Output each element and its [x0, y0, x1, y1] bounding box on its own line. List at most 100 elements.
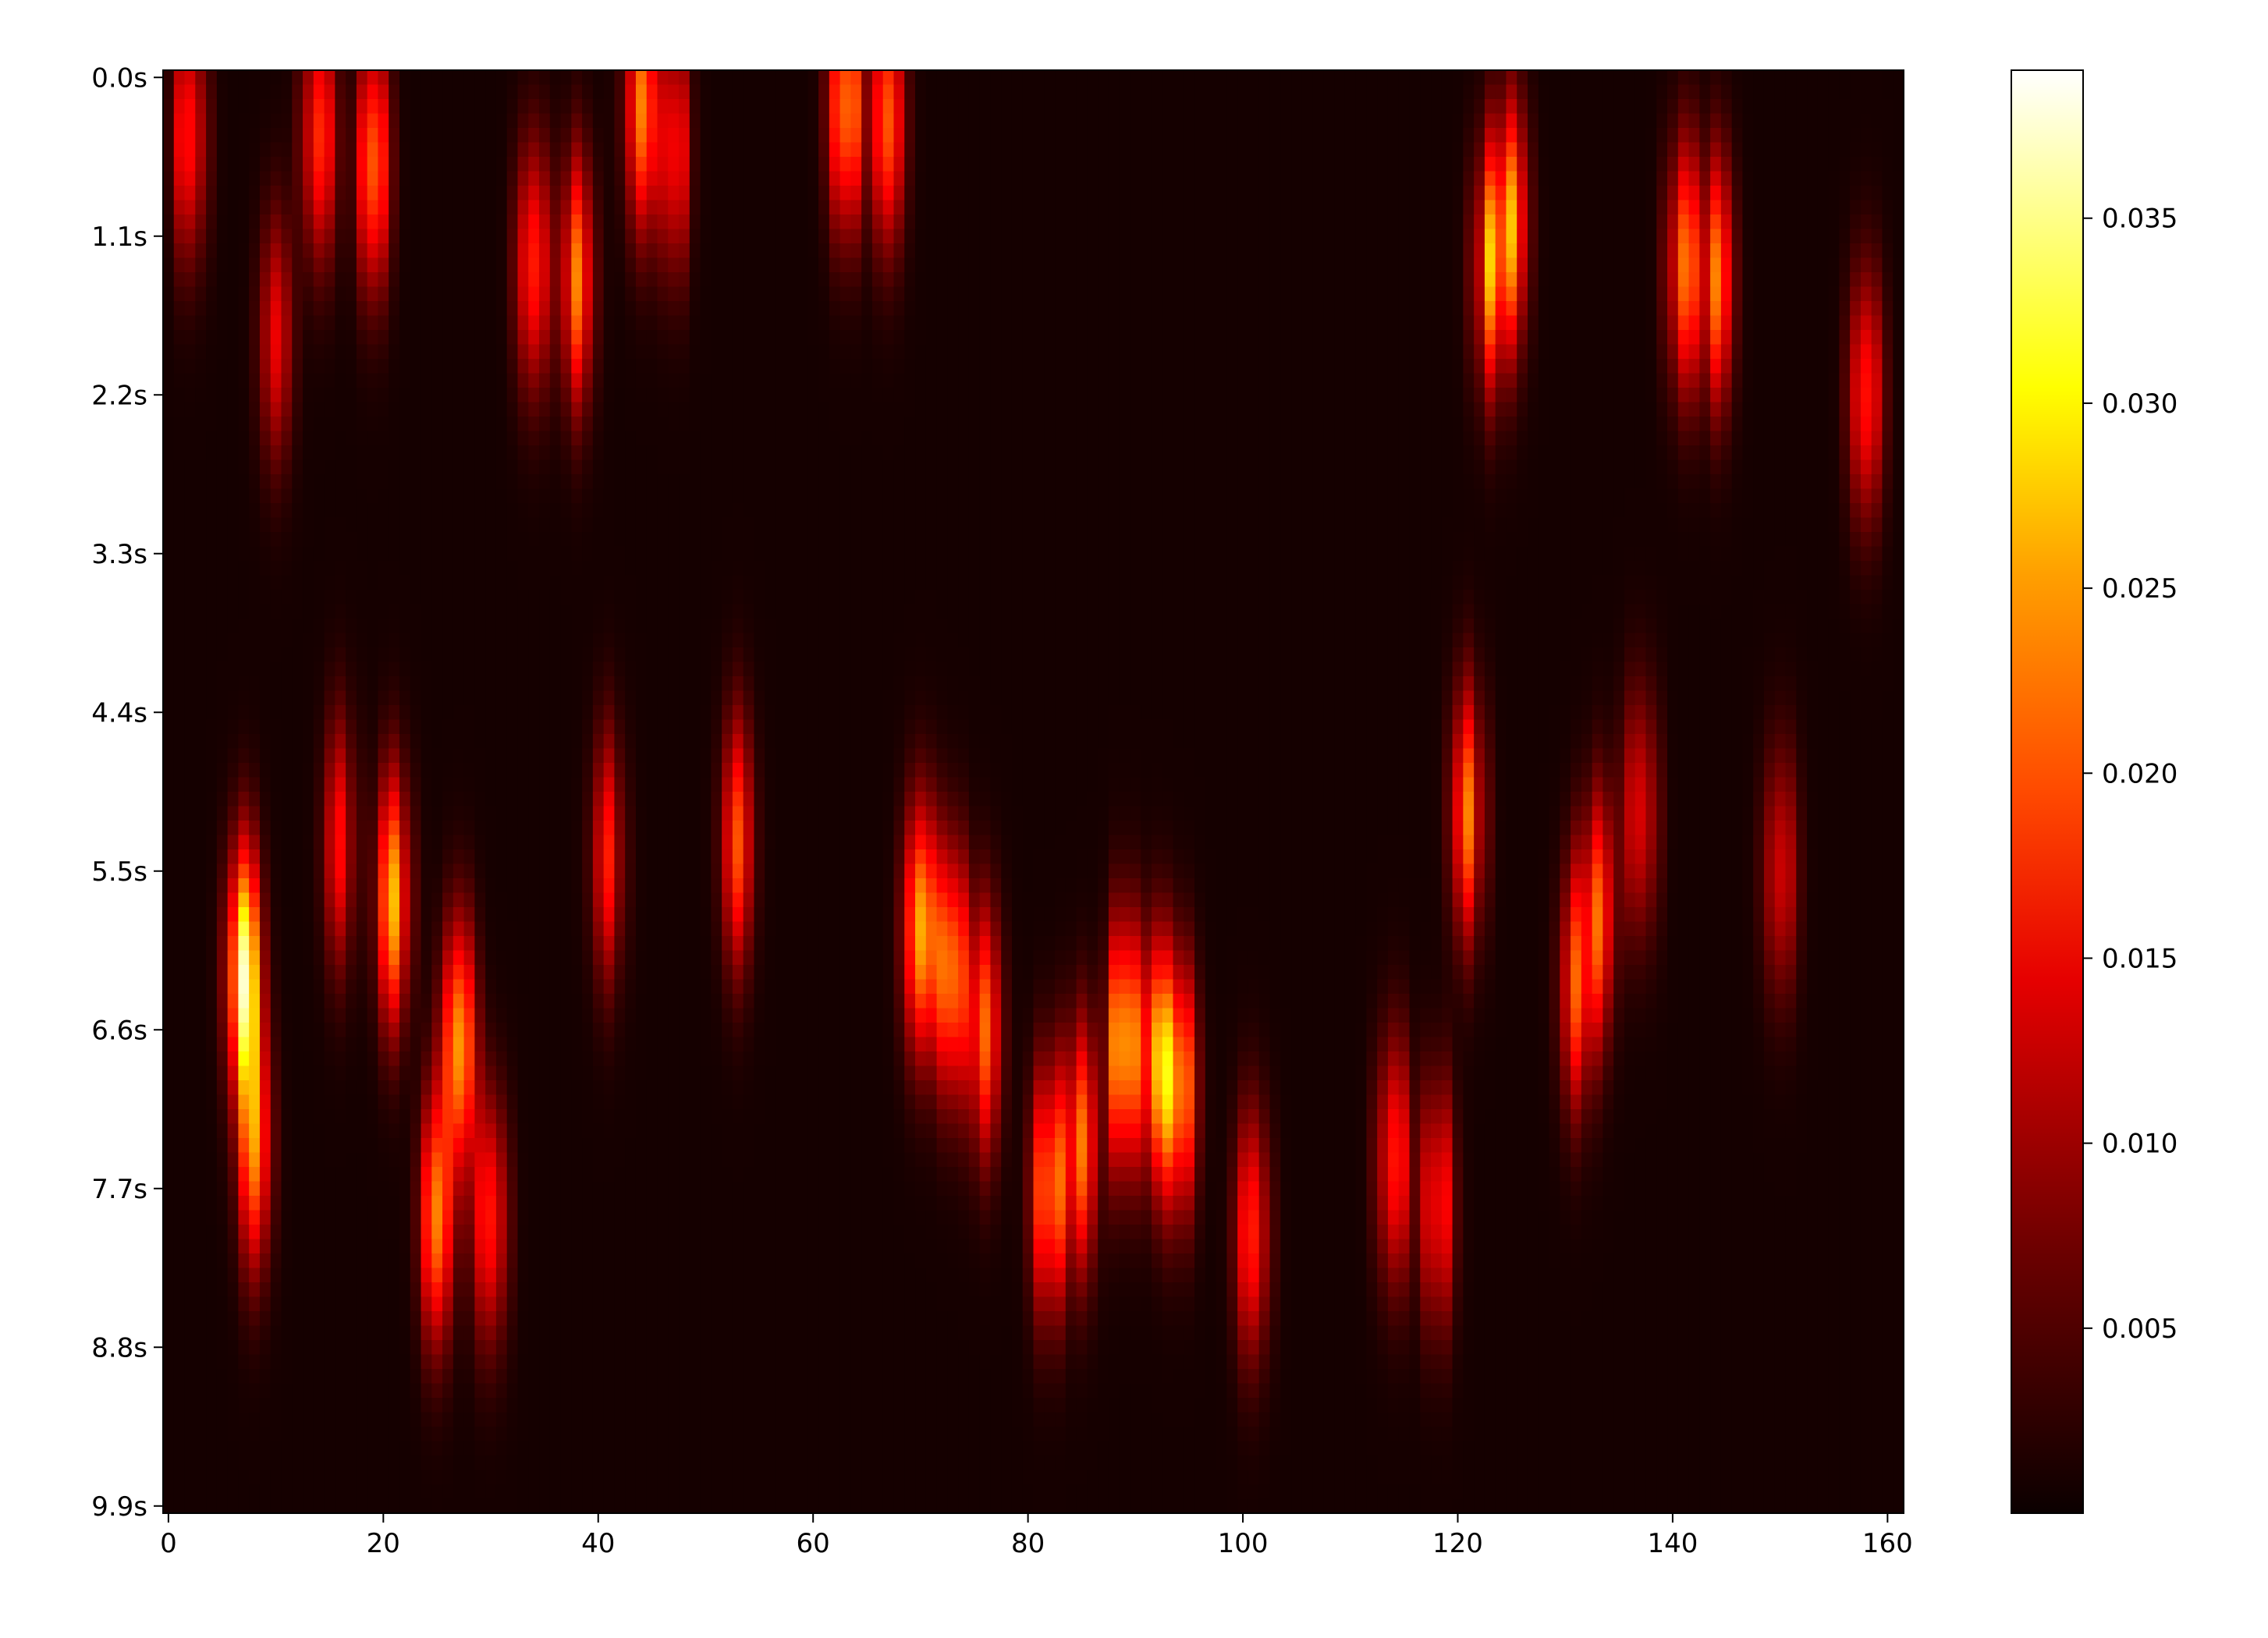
heatmap-cell — [1291, 113, 1303, 129]
heatmap-cell — [549, 113, 562, 129]
heatmap-cell — [517, 388, 529, 403]
heatmap-cell — [1452, 229, 1464, 244]
heatmap-cell — [1301, 431, 1314, 446]
heatmap-cell — [1807, 128, 1819, 144]
heatmap-cell — [1549, 474, 1560, 490]
heatmap-cell — [1624, 474, 1636, 490]
heatmap-cell — [1420, 474, 1432, 490]
heatmap-cell — [506, 99, 519, 115]
heatmap-cell — [1441, 330, 1453, 346]
heatmap-cell — [1055, 330, 1067, 346]
heatmap-cell — [1571, 301, 1582, 317]
heatmap-cell — [1022, 171, 1035, 186]
heatmap-cell — [1742, 113, 1754, 129]
heatmap-cell — [1667, 344, 1679, 360]
heatmap-cell — [1291, 330, 1303, 346]
heatmap-cell — [356, 157, 368, 172]
heatmap-cell — [495, 99, 508, 115]
heatmap-cell — [1119, 373, 1131, 388]
heatmap-cell — [1055, 344, 1067, 360]
heatmap-cell — [1237, 128, 1249, 144]
heatmap-cell — [1162, 344, 1174, 360]
heatmap-cell — [1141, 157, 1152, 172]
heatmap-cell — [453, 113, 465, 129]
heatmap-cell — [163, 171, 175, 186]
heatmap-cell — [1807, 301, 1819, 317]
heatmap-cell — [399, 503, 411, 519]
heatmap-cell — [259, 445, 272, 461]
heatmap-cell — [549, 157, 562, 172]
heatmap-cell — [1119, 171, 1131, 186]
heatmap-cell — [1731, 113, 1744, 129]
heatmap-cell — [1763, 459, 1776, 475]
heatmap-cell — [915, 200, 927, 215]
heatmap-cell — [346, 417, 357, 432]
heatmap-cell — [1581, 272, 1593, 288]
heatmap-cell — [1141, 344, 1152, 360]
heatmap-cell — [1194, 99, 1206, 115]
heatmap-cell — [871, 200, 884, 215]
heatmap-cell — [1344, 142, 1357, 158]
heatmap-cell — [1065, 388, 1077, 403]
heatmap-cell — [904, 330, 916, 346]
heatmap-cell — [1076, 388, 1088, 403]
heatmap-cell — [818, 113, 830, 129]
heatmap-cell — [635, 344, 648, 360]
heatmap-cell — [303, 417, 314, 432]
heatmap-cell — [850, 157, 862, 172]
heatmap-cell — [700, 128, 712, 144]
heatmap-cell — [1441, 503, 1453, 519]
heatmap-cell — [1753, 474, 1765, 490]
heatmap-cell — [700, 142, 712, 158]
heatmap-cell — [893, 402, 905, 417]
heatmap-cell — [1452, 330, 1464, 346]
heatmap-cell — [442, 503, 454, 519]
heatmap-cell — [1076, 373, 1088, 388]
heatmap-cell — [1527, 243, 1539, 259]
heatmap-cell — [313, 330, 325, 346]
heatmap-cell — [1119, 157, 1131, 172]
heatmap-cell — [839, 330, 851, 346]
heatmap-cell — [1463, 214, 1475, 230]
heatmap-cell — [1151, 417, 1163, 432]
heatmap-cell — [1441, 229, 1453, 244]
heatmap-cell — [1087, 330, 1099, 346]
heatmap-cell — [1677, 200, 1690, 215]
heatmap-cell — [1807, 474, 1819, 490]
heatmap-cell — [1893, 257, 1904, 273]
heatmap-cell — [807, 286, 819, 302]
heatmap-cell — [1119, 142, 1131, 158]
heatmap-cell — [1538, 142, 1550, 158]
heatmap-cell — [1710, 373, 1722, 388]
heatmap-cell — [850, 459, 862, 475]
heatmap-cell — [743, 344, 755, 360]
heatmap-cell — [1162, 157, 1174, 172]
heatmap-cell — [1645, 445, 1657, 461]
heatmap-cell — [904, 243, 916, 259]
heatmap-cell — [1549, 388, 1560, 403]
heatmap-cell — [925, 84, 938, 100]
heatmap-cell — [1850, 99, 1862, 115]
heatmap-cell — [839, 488, 851, 504]
heatmap-cell — [1753, 70, 1765, 86]
heatmap-cell — [603, 417, 616, 432]
heatmap-cell — [356, 243, 368, 259]
heatmap-cell — [474, 344, 486, 360]
heatmap-cell — [1420, 488, 1432, 504]
heatmap-cell — [1130, 257, 1141, 273]
heatmap-cell — [238, 214, 250, 230]
heatmap-cell — [990, 359, 1002, 374]
heatmap-cell — [1205, 142, 1217, 158]
heatmap-cell — [453, 272, 465, 288]
heatmap-cell — [539, 445, 551, 461]
heatmap-cell — [1431, 503, 1443, 519]
heatmap-cell — [936, 84, 948, 100]
heatmap-cell — [1571, 286, 1582, 302]
heatmap-cell — [979, 200, 992, 215]
heatmap-cell — [1366, 344, 1378, 360]
heatmap-cell — [356, 344, 368, 360]
heatmap-cell — [1216, 84, 1227, 100]
heatmap-cell — [722, 344, 733, 360]
heatmap-cell — [592, 128, 605, 144]
heatmap-cell — [1301, 459, 1314, 475]
